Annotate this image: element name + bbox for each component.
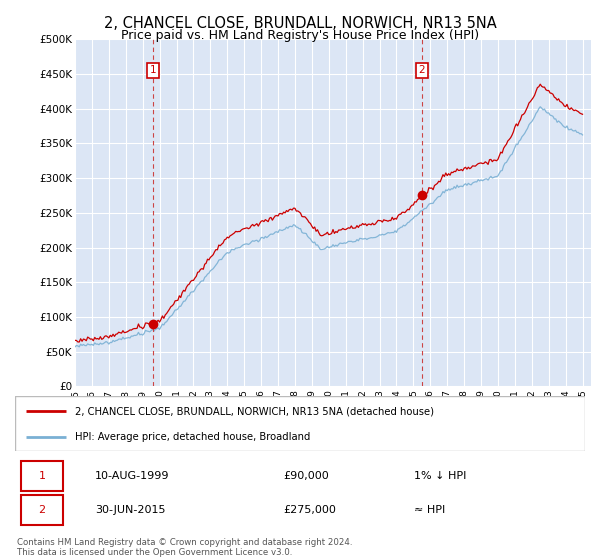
Text: Contains HM Land Registry data © Crown copyright and database right 2024.
This d: Contains HM Land Registry data © Crown c… xyxy=(17,538,352,557)
Text: £275,000: £275,000 xyxy=(283,505,336,515)
Text: 1: 1 xyxy=(150,66,157,76)
Text: 1: 1 xyxy=(38,471,46,481)
Text: ≈ HPI: ≈ HPI xyxy=(414,505,445,515)
Text: Price paid vs. HM Land Registry's House Price Index (HPI): Price paid vs. HM Land Registry's House … xyxy=(121,29,479,42)
Text: 2: 2 xyxy=(419,66,425,76)
Text: 10-AUG-1999: 10-AUG-1999 xyxy=(95,471,169,481)
Text: 1% ↓ HPI: 1% ↓ HPI xyxy=(414,471,466,481)
Text: £90,000: £90,000 xyxy=(283,471,329,481)
Text: HPI: Average price, detached house, Broadland: HPI: Average price, detached house, Broa… xyxy=(75,432,310,442)
Text: 30-JUN-2015: 30-JUN-2015 xyxy=(95,505,166,515)
Text: 2, CHANCEL CLOSE, BRUNDALL, NORWICH, NR13 5NA (detached house): 2, CHANCEL CLOSE, BRUNDALL, NORWICH, NR1… xyxy=(75,407,434,416)
Text: 2, CHANCEL CLOSE, BRUNDALL, NORWICH, NR13 5NA: 2, CHANCEL CLOSE, BRUNDALL, NORWICH, NR1… xyxy=(104,16,496,31)
Text: 2: 2 xyxy=(38,505,46,515)
FancyBboxPatch shape xyxy=(20,461,64,491)
FancyBboxPatch shape xyxy=(15,396,585,451)
FancyBboxPatch shape xyxy=(20,496,64,525)
